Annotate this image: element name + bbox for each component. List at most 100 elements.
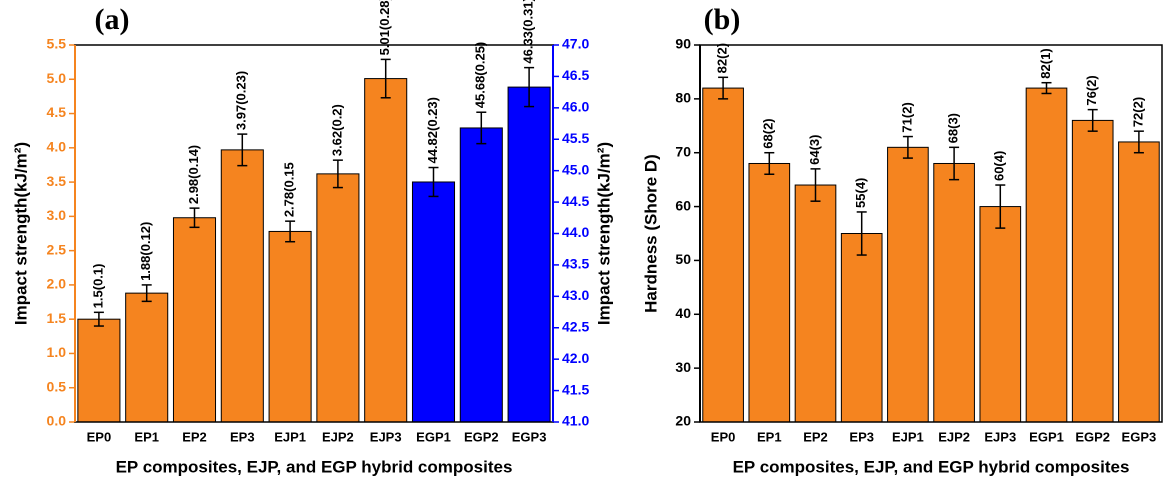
y-tick-label: 1.5 <box>47 310 67 326</box>
bar <box>268 230 312 423</box>
x-tick-label: EGP3 <box>1122 429 1157 444</box>
bar <box>172 217 217 423</box>
y-tick-label: 3.0 <box>47 207 67 223</box>
x-tick-label: EJP2 <box>938 429 970 444</box>
bar <box>1118 141 1160 423</box>
value-label: 3.62(0.2) <box>329 104 344 156</box>
y2-tick-label: 45.5 <box>562 130 589 146</box>
x-tick-label: EP1 <box>134 429 159 444</box>
value-label: 76(2) <box>1084 75 1099 105</box>
y2-tick-label: 44.0 <box>562 224 589 240</box>
bar <box>316 173 360 423</box>
value-label: 46.33(0.31) <box>521 0 536 64</box>
y2-tick-label: 46.0 <box>562 99 589 115</box>
x-tick-label: EJP2 <box>322 429 354 444</box>
bar <box>364 78 408 423</box>
y-tick-label: 5.5 <box>47 36 67 52</box>
x-tick-label: EP3 <box>230 429 255 444</box>
y-tick-label: 4.5 <box>47 104 67 120</box>
x-axis-label: EP composites, EJP, and EGP hybrid compo… <box>733 457 1130 476</box>
y-tick-label: 2.5 <box>47 241 67 257</box>
value-label: 2.78(0.15 <box>282 162 297 217</box>
bar <box>887 146 929 423</box>
value-label: 45.68(0.25) <box>473 42 488 109</box>
value-label: 68(3) <box>946 113 961 143</box>
value-label: 82(1) <box>1038 48 1053 78</box>
x-tick-label: EP3 <box>849 429 874 444</box>
value-label: 55(4) <box>853 178 868 208</box>
bar <box>840 233 883 423</box>
y2-tick-label: 43.0 <box>562 287 589 303</box>
bar <box>794 184 837 423</box>
y2-axis-label: Impact strength(kJ/m²) <box>594 142 613 325</box>
bar <box>220 149 264 423</box>
y2-tick-label: 46.5 <box>562 67 589 83</box>
bar <box>125 292 169 423</box>
x-tick-label: EJP3 <box>370 429 402 444</box>
bar <box>507 86 551 423</box>
x-tick-label: EP2 <box>182 429 207 444</box>
y-tick-label: 2.0 <box>47 276 67 292</box>
y-tick-label: 30 <box>675 359 691 375</box>
bar <box>1071 119 1114 423</box>
y2-tick-label: 41.5 <box>562 381 589 397</box>
value-label: 1.88(0.12) <box>138 222 153 281</box>
y2-tick-label: 42.5 <box>562 318 589 334</box>
x-tick-label: EP0 <box>711 429 736 444</box>
x-tick-label: EGP1 <box>1029 429 1064 444</box>
y-tick-label: 70 <box>675 143 691 159</box>
x-tick-label: EGP3 <box>512 429 547 444</box>
x-tick-label: EP0 <box>87 429 112 444</box>
x-tick-label: EGP1 <box>416 429 451 444</box>
value-label: 3.97(0.23) <box>234 71 249 130</box>
value-label: 82(2) <box>715 43 730 73</box>
y-tick-label: 1.0 <box>47 344 67 360</box>
x-tick-label: EGP2 <box>464 429 499 444</box>
x-tick-label: EP2 <box>803 429 828 444</box>
y-tick-label: 90 <box>675 36 691 52</box>
bar <box>748 162 791 423</box>
x-axis-label: EP composites, EJP, and EGP hybrid compo… <box>116 457 513 476</box>
y-tick-label: 5.0 <box>47 70 67 86</box>
y-axis-label: Hardness (Shore D) <box>641 154 660 313</box>
y2-tick-label: 44.5 <box>562 193 589 209</box>
x-tick-label: EGP2 <box>1075 429 1110 444</box>
y-tick-label: 80 <box>675 90 691 106</box>
value-label: 60(4) <box>992 151 1007 181</box>
y2-tick-label: 43.5 <box>562 256 589 272</box>
bar <box>459 127 503 423</box>
x-tick-label: EJP1 <box>274 429 306 444</box>
y-tick-label: 60 <box>675 197 691 213</box>
x-tick-label: EJP3 <box>984 429 1016 444</box>
y-tick-label: 0.0 <box>47 413 67 429</box>
y-tick-label: 3.5 <box>47 173 67 189</box>
y2-tick-label: 42.0 <box>562 350 589 366</box>
value-label: 5.01(0.28) <box>377 0 392 55</box>
bar <box>77 318 121 423</box>
y-tick-label: 40 <box>675 305 691 321</box>
value-label: 64(3) <box>807 135 822 165</box>
y-axis-label: Impact strength(kJ/m²) <box>11 142 30 325</box>
value-label: 72(2) <box>1130 97 1145 127</box>
value-label: 1.5(0.1) <box>90 264 105 309</box>
x-tick-label: EJP1 <box>892 429 924 444</box>
y2-tick-label: 45.0 <box>562 161 589 177</box>
bar <box>702 87 744 423</box>
panel-label: (a) <box>95 3 130 36</box>
y-tick-label: 50 <box>675 251 691 267</box>
value-label: 44.82(0.23) <box>425 97 440 164</box>
bar <box>411 181 456 423</box>
value-label: 71(2) <box>899 102 914 132</box>
y-tick-label: 20 <box>675 413 691 429</box>
y2-tick-label: 41.0 <box>562 413 589 429</box>
x-tick-label: EP1 <box>757 429 782 444</box>
panel-label: (b) <box>704 3 741 36</box>
y2-tick-label: 47.0 <box>562 36 589 52</box>
bar <box>1025 87 1068 423</box>
y-tick-label: 0.5 <box>47 378 67 394</box>
bar <box>979 206 1022 423</box>
value-label: 2.98(0.14) <box>186 145 201 204</box>
value-label: 68(2) <box>761 118 776 148</box>
y-tick-label: 4.0 <box>47 139 67 155</box>
